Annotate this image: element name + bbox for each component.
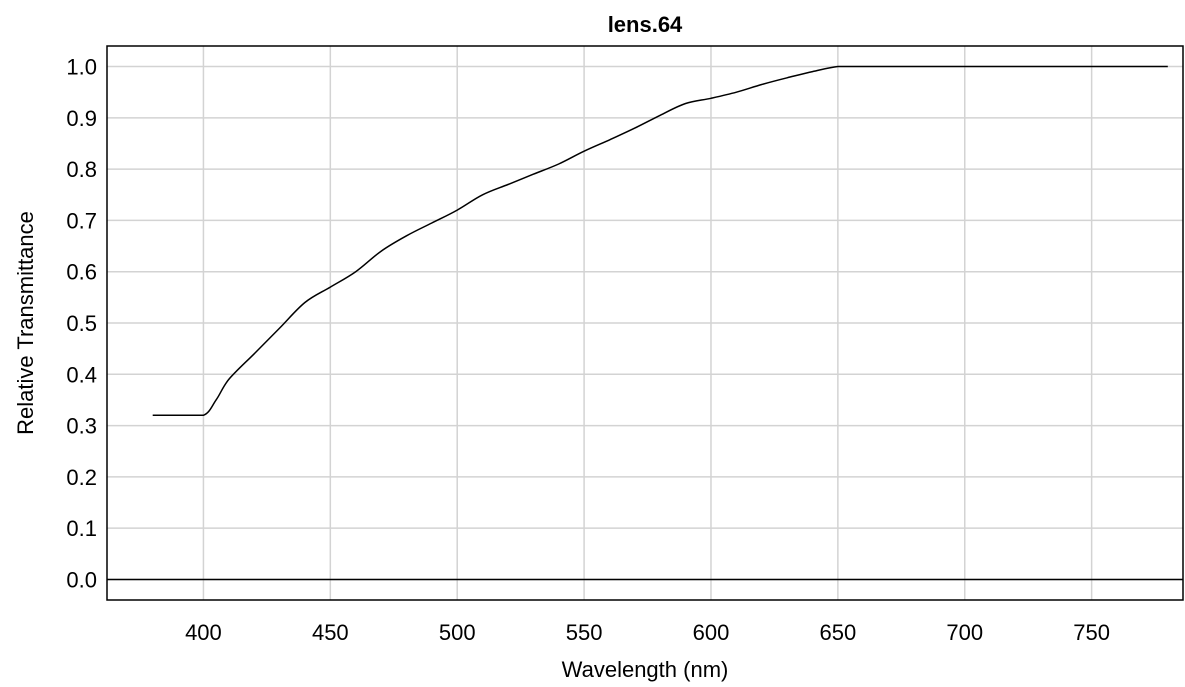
x-tick-label-650: 650 <box>820 620 857 645</box>
x-tick-label-600: 600 <box>693 620 730 645</box>
y-tick-label-0.2: 0.2 <box>66 465 97 490</box>
y-tick-label-0.3: 0.3 <box>66 414 97 439</box>
y-tick-label-0.8: 0.8 <box>66 157 97 182</box>
y-tick-label-0.4: 0.4 <box>66 362 97 387</box>
y-tick-label-0.7: 0.7 <box>66 208 97 233</box>
grid <box>107 46 1183 600</box>
y-tick-label-0.0: 0.0 <box>66 567 97 592</box>
x-tick-label-400: 400 <box>185 620 222 645</box>
y-tick-label-1.0: 1.0 <box>66 55 97 80</box>
y-tick-labels: 0.0 0.1 0.2 0.3 0.4 0.5 0.6 0.7 0.8 0.9 1.0 <box>66 55 97 593</box>
y-tick-label-0.5: 0.5 <box>66 311 97 336</box>
series-group <box>152 65 1168 417</box>
x-tick-labels: 400 450 500 550 600 650 700 750 <box>185 620 1110 645</box>
x-tick-label-500: 500 <box>439 620 476 645</box>
chart-title: lens.64 <box>608 12 683 37</box>
plot-frame <box>106 45 1184 601</box>
y-tick-label-0.6: 0.6 <box>66 260 97 285</box>
x-tick-label-450: 450 <box>312 620 349 645</box>
y-axis-title: Relative Transmittance <box>13 211 38 435</box>
y-tick-label-0.9: 0.9 <box>66 106 97 131</box>
x-tick-label-700: 700 <box>946 620 983 645</box>
series-line-0 <box>152 65 1168 417</box>
x-tick-label-750: 750 <box>1073 620 1110 645</box>
y-tick-label-0.1: 0.1 <box>66 516 97 541</box>
x-tick-label-550: 550 <box>566 620 603 645</box>
x-axis-title: Wavelength (nm) <box>562 657 729 682</box>
